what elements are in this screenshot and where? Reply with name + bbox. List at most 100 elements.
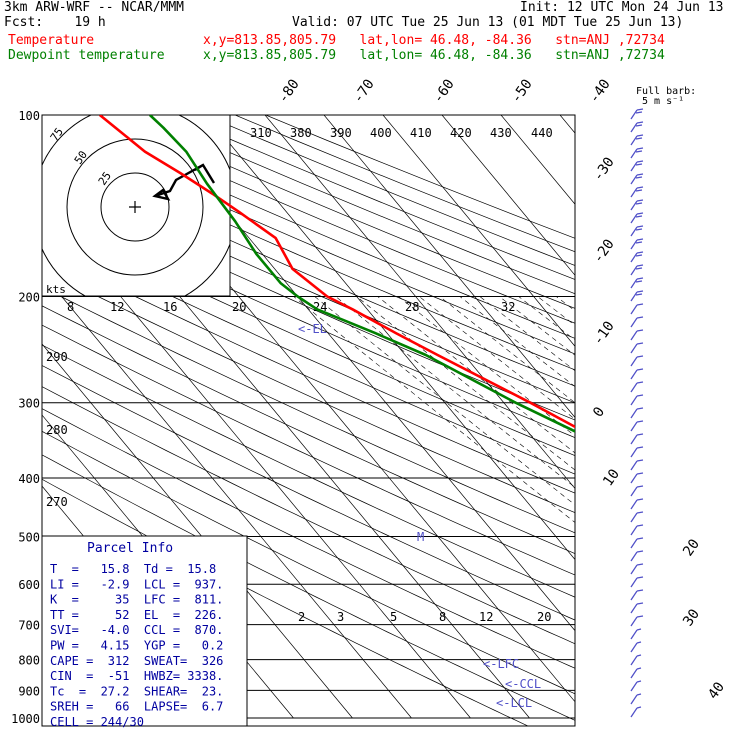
parcel-info-row: LI = -2.9 LCL = 937. bbox=[50, 577, 223, 591]
moist-adiabat-line bbox=[518, 296, 575, 341]
wind-barb bbox=[630, 407, 644, 419]
isotherm-line bbox=[500, 115, 575, 205]
dry-adiabat-line bbox=[42, 268, 575, 514]
background-lines bbox=[42, 115, 740, 726]
pressure-tick-label: 700 bbox=[18, 619, 40, 633]
moist-adiabat-line bbox=[479, 296, 575, 372]
wind-barb bbox=[630, 498, 644, 510]
dry-adiabat-line bbox=[42, 250, 575, 494]
wind-barb bbox=[630, 654, 642, 666]
dry-adiabat-line bbox=[42, 153, 575, 387]
init-time: Init: 12 UTC Mon 24 Jun 13 bbox=[520, 0, 724, 15]
wind-barb bbox=[630, 342, 644, 354]
moist-adiabat-line bbox=[439, 296, 575, 404]
wind-barb bbox=[630, 212, 644, 224]
pressure-tick-label: 400 bbox=[18, 472, 40, 486]
isotherm-label-top: -70 bbox=[350, 76, 378, 106]
wind-barb bbox=[630, 563, 644, 575]
dewpoint-legend: Dewpoint temperature bbox=[8, 48, 165, 63]
wind-barb bbox=[630, 329, 644, 341]
wind-barb bbox=[630, 381, 644, 393]
isotherm-label-right: 0 bbox=[590, 404, 608, 420]
wind-barb bbox=[630, 394, 644, 406]
wind-barb bbox=[630, 186, 644, 198]
barb-legend-units: 5 m s⁻¹ bbox=[642, 96, 684, 107]
wind-barb bbox=[630, 173, 644, 185]
wind-barb bbox=[630, 199, 644, 211]
mixing-ratio-label-low: 2 bbox=[298, 610, 305, 624]
dry-adiabat-line bbox=[235, 115, 575, 253]
wind-barb bbox=[630, 680, 642, 692]
isotherm-label-top: -80 bbox=[275, 76, 303, 106]
dry-adiabat-line bbox=[42, 408, 575, 669]
hodograph-ring-label: 50 bbox=[72, 148, 90, 166]
dry-adiabat-line bbox=[42, 286, 575, 534]
lcl-marker: <-LCL bbox=[496, 696, 532, 710]
wind-barb bbox=[630, 277, 644, 289]
dry-adiabat-line bbox=[42, 184, 575, 421]
parcel-info-background bbox=[41, 535, 248, 727]
moist-adiabat-line bbox=[459, 296, 575, 387]
wind-barb bbox=[630, 576, 644, 588]
mixing-ratio-label-low: 3 bbox=[337, 610, 344, 624]
dewpoint-location: x,y=813.85,805.79 lat,lon= 46.48, -84.36… bbox=[203, 48, 665, 63]
isotherm-label-right: -20 bbox=[590, 236, 618, 266]
moist-adiabat-line bbox=[556, 296, 575, 312]
dry-adiabat-line bbox=[42, 216, 575, 456]
moist-adiabat-line bbox=[574, 296, 575, 298]
wind-barb bbox=[630, 524, 644, 536]
wind-barb bbox=[630, 511, 644, 523]
dry-adiabat-line bbox=[42, 430, 575, 695]
dry-adiabat-line bbox=[42, 454, 575, 721]
forecast-hour: Fcst: 19 h bbox=[4, 15, 106, 30]
pressure-tick-label: 900 bbox=[18, 684, 40, 698]
hodograph-ring bbox=[100, 172, 170, 242]
dry-adiabat-line bbox=[42, 324, 575, 576]
dry-adiabat-line bbox=[42, 233, 575, 475]
hodograph-center-mark bbox=[129, 201, 141, 213]
isotherm-label-right: -30 bbox=[590, 154, 618, 184]
mixing-ratio-label-top: 12 bbox=[110, 300, 124, 314]
wind-barb bbox=[630, 485, 644, 497]
theta-label-top: 410 bbox=[410, 126, 432, 140]
isotherm-label-top: -60 bbox=[430, 76, 458, 106]
mixing-ratio-label-top: 16 bbox=[163, 300, 177, 314]
wind-barb bbox=[630, 537, 644, 549]
isotherm-label-right: 10 bbox=[600, 466, 623, 489]
pressure-tick-label: 300 bbox=[18, 397, 40, 411]
theta-label-left: 280 bbox=[46, 423, 68, 437]
wind-barb bbox=[630, 121, 644, 133]
model-title: 3km ARW-WRF -- NCAR/MMM bbox=[4, 0, 185, 15]
dry-adiabat-line bbox=[42, 365, 575, 621]
wind-barb bbox=[630, 303, 644, 315]
wind-barb bbox=[630, 160, 644, 172]
pressure-tick-label: 100 bbox=[18, 109, 40, 123]
dry-adiabat-line bbox=[42, 138, 575, 371]
wind-barb bbox=[630, 446, 644, 458]
mixing-ratio-label-low: 20 bbox=[537, 610, 551, 624]
moist-adiabat-line bbox=[356, 296, 575, 471]
parcel-info-row: CAPE = 312 SWEAT= 326 bbox=[50, 654, 223, 668]
isotherm-label-right: 40 bbox=[705, 679, 728, 702]
moist-adiabat-line bbox=[593, 297, 740, 719]
wind-barbs bbox=[630, 108, 644, 718]
el-marker: <-EL bbox=[298, 322, 327, 336]
hodograph-ring bbox=[66, 138, 204, 276]
wind-barb bbox=[630, 433, 644, 445]
barb-legend-text: Full barb: bbox=[636, 86, 696, 97]
theta-label-top: 310 bbox=[250, 126, 272, 140]
isotherm-label-right: 30 bbox=[680, 606, 703, 629]
pressure-tick-label: 500 bbox=[18, 530, 40, 544]
wind-barb bbox=[630, 238, 644, 250]
moist-adiabat-line bbox=[537, 296, 575, 326]
parcel-info-row: SREH = 66 LAPSE= 6.7 bbox=[50, 700, 223, 714]
dry-adiabat-line bbox=[42, 168, 575, 404]
hodograph-box bbox=[41, 114, 231, 297]
wind-barb bbox=[630, 693, 642, 705]
temperature-line bbox=[98, 115, 575, 429]
theta-label-top: 440 bbox=[531, 126, 553, 140]
wind-barb bbox=[630, 667, 642, 679]
hodograph-rings bbox=[42, 115, 230, 296]
wind-barb bbox=[630, 628, 642, 640]
